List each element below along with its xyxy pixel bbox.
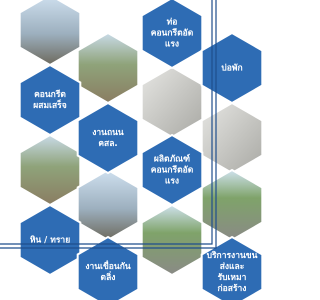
hex-gallery: ท่อคอนกรีตอัดแรงบ่อพักคอนกรีตผสมเสร็จงาน… — [0, 0, 282, 300]
tile-label: ก่อสร้าง — [218, 283, 247, 294]
tile-label: ผลิตภัณฑ์ — [154, 154, 190, 165]
tile-label: งานถนน — [92, 128, 124, 138]
tile-label: บริการงานขน — [207, 250, 258, 261]
hex-tile — [78, 103, 139, 173]
tile-label: ท่อ — [167, 17, 178, 28]
photo-hex — [142, 205, 203, 275]
photo-hex — [142, 67, 203, 137]
hex-tile — [20, 65, 81, 135]
photo-hex — [78, 170, 139, 240]
photo-hex — [202, 170, 263, 240]
tile-label: คอนกรีต — [34, 89, 66, 100]
photo-hex — [78, 33, 139, 103]
tile-label: คอนกรีตอัด — [151, 165, 194, 176]
tile-label: ส่งและ — [220, 261, 245, 272]
tile-label: แรง — [165, 40, 179, 50]
photo-hex — [20, 0, 81, 65]
tile-label: รับเหมา — [218, 272, 247, 283]
tile-label: คอนกรีตอัด — [151, 28, 194, 39]
tile-label: แรง — [165, 177, 179, 187]
tile-label: บ่อพัก — [221, 63, 242, 74]
photo-hex — [20, 135, 81, 205]
tile-label: คสล. — [98, 139, 117, 149]
photo-hex — [202, 103, 263, 173]
